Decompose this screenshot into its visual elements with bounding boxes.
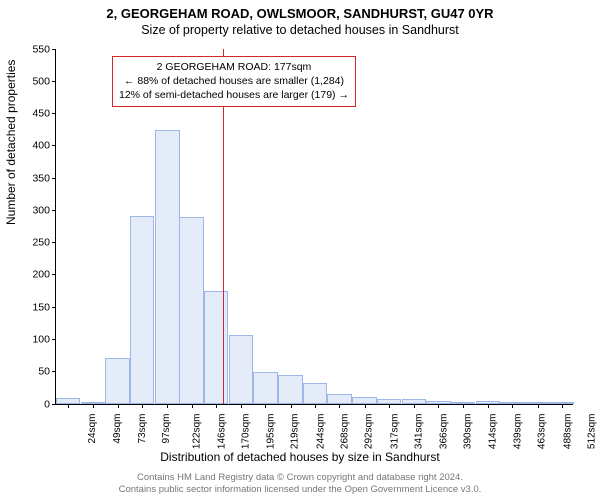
xtick-label: 122sqm xyxy=(192,414,203,450)
xtick-label: 170sqm xyxy=(240,414,251,450)
annotation-line-2: 12% of semi-detached houses are larger (… xyxy=(119,88,349,102)
xtick-mark xyxy=(118,404,119,408)
histogram-bar xyxy=(327,394,352,404)
xtick-label: 341sqm xyxy=(413,414,424,450)
xtick-label: 292sqm xyxy=(364,414,375,450)
histogram-bar xyxy=(550,402,575,404)
histogram-bar xyxy=(352,397,377,404)
title-block: 2, GEORGEHAM ROAD, OWLSMOOR, SANDHURST, … xyxy=(0,0,600,37)
xtick-mark xyxy=(538,404,539,408)
xtick-mark xyxy=(265,404,266,408)
ytick-label: 550 xyxy=(16,44,56,55)
histogram-bar xyxy=(450,402,475,404)
xtick-label: 195sqm xyxy=(266,414,277,450)
histogram-bar xyxy=(525,402,550,404)
ytick-label: 300 xyxy=(16,205,56,216)
xtick-mark xyxy=(216,404,217,408)
xtick-mark xyxy=(68,404,69,408)
ytick-label: 250 xyxy=(16,237,56,248)
xtick-label: 146sqm xyxy=(216,414,227,450)
xtick-mark xyxy=(438,404,439,408)
xtick-mark xyxy=(241,404,242,408)
xtick-mark xyxy=(488,404,489,408)
histogram-bar xyxy=(278,375,303,404)
xtick-mark xyxy=(167,404,168,408)
annotation-title: 2 GEORGEHAM ROAD: 177sqm xyxy=(119,60,349,74)
xtick-mark xyxy=(291,404,292,408)
histogram-bar xyxy=(253,372,278,404)
annotation-box: 2 GEORGEHAM ROAD: 177sqm ← 88% of detach… xyxy=(112,56,356,107)
ytick-label: 400 xyxy=(16,141,56,152)
xtick-label: 49sqm xyxy=(112,414,123,444)
ytick-label: 450 xyxy=(16,108,56,119)
xtick-label: 390sqm xyxy=(463,414,474,450)
ytick-label: 200 xyxy=(16,270,56,281)
xtick-mark xyxy=(414,404,415,408)
ytick-label: 100 xyxy=(16,334,56,345)
xtick-label: 317sqm xyxy=(389,414,400,450)
xtick-label: 97sqm xyxy=(161,414,172,444)
ytick-label: 50 xyxy=(16,366,56,377)
xtick-label: 73sqm xyxy=(137,414,148,444)
xtick-label: 244sqm xyxy=(315,414,326,450)
histogram-bar xyxy=(426,401,451,404)
histogram-bar xyxy=(179,217,204,404)
xtick-label: 414sqm xyxy=(487,414,498,450)
title-main: 2, GEORGEHAM ROAD, OWLSMOOR, SANDHURST, … xyxy=(0,6,600,21)
xtick-label: 268sqm xyxy=(340,414,351,450)
histogram-bar xyxy=(56,398,81,404)
xtick-label: 439sqm xyxy=(513,414,524,450)
xtick-mark xyxy=(512,404,513,408)
xtick-mark xyxy=(389,404,390,408)
annotation-line-1: ← 88% of detached houses are smaller (1,… xyxy=(119,74,349,88)
chart-area: 05010015020025030035040045050055024sqm49… xyxy=(55,50,573,405)
ytick-label: 150 xyxy=(16,302,56,313)
xtick-label: 24sqm xyxy=(87,414,98,444)
histogram-bar xyxy=(105,358,130,404)
xtick-mark xyxy=(562,404,563,408)
xtick-label: 366sqm xyxy=(439,414,450,450)
ytick-label: 350 xyxy=(16,173,56,184)
histogram-bar xyxy=(229,335,254,404)
xtick-label: 463sqm xyxy=(537,414,548,450)
xtick-mark xyxy=(339,404,340,408)
xtick-label: 488sqm xyxy=(562,414,573,450)
title-sub: Size of property relative to detached ho… xyxy=(0,23,600,37)
histogram-bar xyxy=(130,216,155,404)
xtick-mark xyxy=(463,404,464,408)
x-axis-label: Distribution of detached houses by size … xyxy=(0,450,600,464)
ytick-label: 0 xyxy=(16,399,56,410)
xtick-mark xyxy=(365,404,366,408)
xtick-label: 512sqm xyxy=(586,414,597,450)
footer-line-2: Contains public sector information licen… xyxy=(0,484,600,496)
histogram-bar xyxy=(377,399,402,404)
footer: Contains HM Land Registry data © Crown c… xyxy=(0,472,600,496)
footer-line-1: Contains HM Land Registry data © Crown c… xyxy=(0,472,600,484)
histogram-bar xyxy=(500,402,525,404)
xtick-label: 219sqm xyxy=(290,414,301,450)
histogram-bar xyxy=(402,399,427,404)
xtick-mark xyxy=(93,404,94,408)
xtick-mark xyxy=(315,404,316,408)
histogram-bar xyxy=(155,130,180,404)
xtick-mark xyxy=(142,404,143,408)
xtick-mark xyxy=(192,404,193,408)
histogram-bar xyxy=(204,291,229,404)
histogram-bar xyxy=(303,383,328,404)
histogram-bar xyxy=(81,402,106,404)
histogram-bar xyxy=(476,401,501,404)
ytick-label: 500 xyxy=(16,76,56,87)
